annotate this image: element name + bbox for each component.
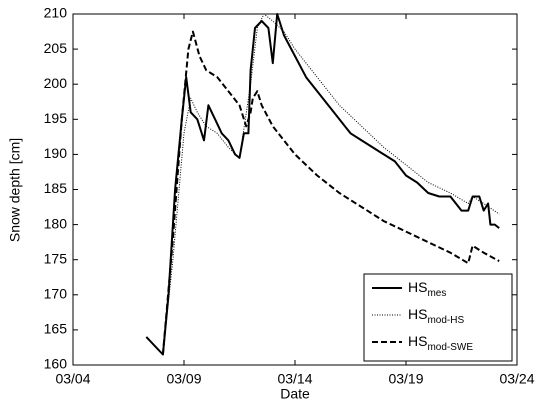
- y-tick-label: 180: [44, 215, 68, 231]
- legend-label: HSmod-SWE: [408, 333, 473, 353]
- y-tick-label: 205: [44, 40, 68, 56]
- y-tick-label: 165: [44, 321, 68, 337]
- y-tick-label: 190: [44, 145, 68, 161]
- x-tick-label: 03/04: [55, 371, 90, 387]
- legend-label: HSmes: [408, 279, 446, 299]
- legend-name: HS: [408, 306, 427, 322]
- y-tick-label: 200: [44, 75, 68, 91]
- y-tick-label: 175: [44, 250, 68, 266]
- x-axis-label: Date: [280, 386, 310, 402]
- y-tick-label: 195: [44, 110, 68, 126]
- series-line: [145, 13, 500, 356]
- x-tick-label: 03/24: [499, 371, 534, 387]
- legend-name: HS: [408, 279, 427, 295]
- x-tick-label: 03/09: [166, 371, 201, 387]
- x-tick-label: 03/14: [277, 371, 312, 387]
- y-axis-label: Snow depth [cm]: [7, 138, 23, 242]
- series-line: [161, 30, 500, 355]
- y-tick-label: 170: [44, 286, 68, 302]
- y-tick-label: 160: [44, 356, 68, 372]
- legend-subscript: mes: [427, 288, 446, 299]
- y-tick-label: 210: [44, 5, 68, 21]
- legend-label: HSmod-HS: [408, 306, 464, 326]
- legend-subscript: mod-HS: [427, 315, 464, 326]
- series-line: [162, 13, 500, 355]
- y-tick-label: 185: [44, 180, 68, 196]
- legend-name: HS: [408, 333, 427, 349]
- legend-subscript: mod-SWE: [427, 342, 473, 353]
- x-tick-label: 03/19: [388, 371, 423, 387]
